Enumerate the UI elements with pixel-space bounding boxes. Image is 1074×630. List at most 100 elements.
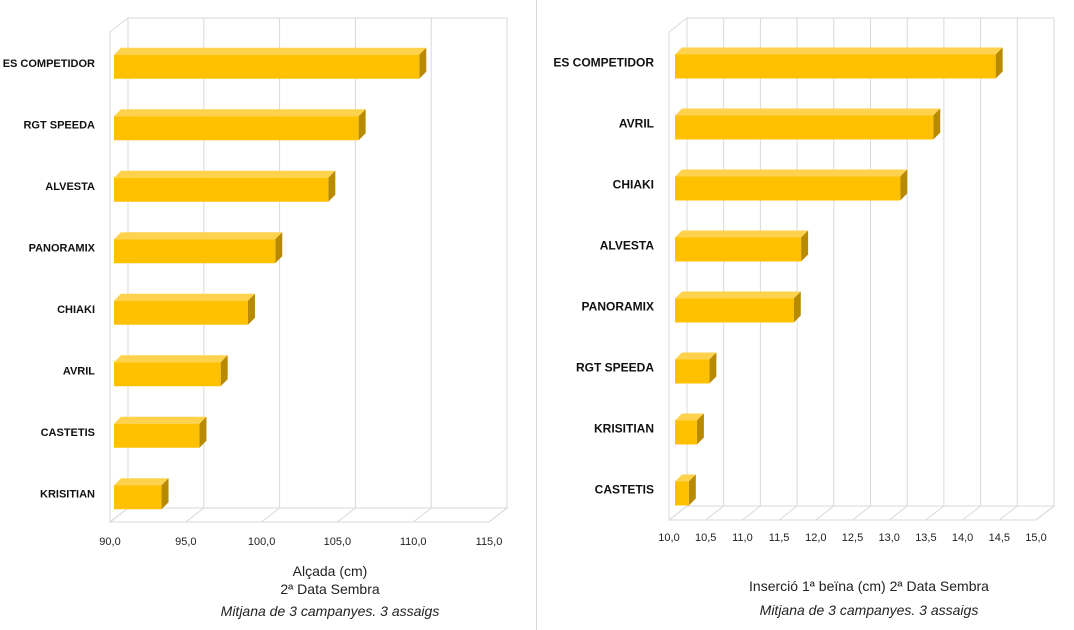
insertion-bar-top	[675, 169, 908, 177]
height-bar-top	[114, 170, 336, 178]
height-bar-side	[419, 47, 427, 79]
insertion-bar-top	[675, 474, 696, 482]
insertion-floor-gridline	[925, 505, 945, 521]
height-floor-gridline	[109, 507, 129, 523]
chart-panel-height: 90,0 95,0 100,0 105,0 110,0 115,0 ES COMPETIDO…	[0, 0, 536, 630]
insertion-bar-side	[801, 230, 809, 262]
insertion-floor-gridline	[998, 505, 1018, 521]
insertion-x-axis-label: Inserció 1ª beïna (cm) 2ª Data Sembra	[749, 578, 989, 594]
insertion-bar	[675, 115, 934, 140]
height-floor-gridline	[261, 507, 280, 523]
height-category-label: ALVESTA	[45, 181, 95, 193]
insertion-bar-top	[675, 352, 717, 360]
insertion-bar-chart: 10,0 10,5 11,0 11,5 12,0 12,5 13,0 13,5 14,0 14,5…	[553, 16, 1056, 544]
height-bar-top	[114, 232, 283, 240]
insertion-x-tick-label: 12,5	[842, 532, 863, 544]
height-bar	[114, 485, 162, 510]
height-bar-side	[220, 355, 228, 387]
height-bar-side	[358, 109, 366, 141]
insertion-bar-side	[709, 352, 717, 384]
insertion-category-label: KRISITIAN	[594, 422, 654, 436]
insertion-bar	[675, 176, 901, 201]
height-x-tick-label: 100,0	[248, 536, 276, 548]
insertion-x-tick-label: 11,5	[769, 532, 790, 544]
insertion-bar-top	[675, 413, 704, 421]
insertion-floor-gridline	[705, 505, 725, 521]
height-floor-gridline	[488, 507, 508, 523]
height-bar	[114, 239, 276, 264]
insertion-floor-gridline	[668, 505, 688, 521]
insertion-bar	[675, 54, 996, 79]
height-floor-gridline	[185, 507, 205, 523]
insertion-bar-top	[675, 291, 801, 299]
height-floor-gridline	[337, 507, 356, 523]
height-category-label: RGT SPEEDA	[23, 119, 95, 131]
insertion-x-tick-label: 10,5	[695, 532, 716, 544]
height-bar-side	[161, 478, 169, 510]
insertion-bar	[675, 481, 689, 506]
insertion-x-tick-label: 11,0	[732, 532, 753, 544]
panel-divider	[536, 0, 537, 630]
insertion-x-tick-label: 10,0	[658, 532, 679, 544]
insertion-category-label: RGT SPEEDA	[576, 361, 654, 375]
height-category-label: CHIAKI	[57, 304, 95, 316]
height-bar-top	[114, 47, 427, 55]
insertion-category-label: ES COMPETIDOR	[553, 56, 654, 70]
height-category-label: KRISITIAN	[40, 488, 95, 500]
insertion-category-label: CASTETIS	[595, 483, 654, 497]
height-x-tick-label: 90,0	[99, 536, 120, 548]
height-bar	[114, 177, 329, 202]
insertion-category-label: CHIAKI	[613, 178, 654, 192]
height-bar-side	[275, 232, 283, 264]
insertion-x-tick-label: 14,5	[989, 532, 1010, 544]
insertion-x-tick-label: 13,0	[878, 532, 899, 544]
height-x-tick-label: 95,0	[175, 536, 196, 548]
height-bar-side	[199, 416, 207, 448]
insertion-category-label: AVRIL	[619, 117, 654, 131]
insertion-bar-side	[696, 413, 704, 445]
height-category-label: AVRIL	[63, 365, 95, 377]
insertion-bar-top	[675, 108, 941, 116]
height-bar	[114, 300, 248, 325]
insertion-bar	[675, 420, 697, 445]
height-x-tick-label: 115,0	[476, 536, 503, 548]
insertion-bar	[675, 359, 710, 384]
height-x-tick-label: 110,0	[400, 536, 427, 548]
insertion-bar-side	[793, 291, 801, 323]
insertion-x-tick-label: 15,0	[1025, 532, 1046, 544]
insertion-x-tick-label: 13,5	[915, 532, 936, 544]
height-bar-top	[114, 478, 169, 486]
insertion-bar	[675, 237, 802, 262]
insertion-bar	[675, 298, 794, 323]
insertion-floor-gridline	[962, 505, 981, 521]
height-bar	[114, 423, 200, 448]
height-subtitle: 2ª Data Sembra	[280, 581, 380, 597]
insertion-bar-top	[675, 47, 1003, 55]
insertion-bar-side	[933, 108, 941, 140]
height-bar-top	[114, 293, 255, 301]
height-plot-floor	[108, 507, 509, 523]
insertion-bar-side	[900, 169, 908, 201]
insertion-floor-gridline	[742, 505, 761, 521]
insertion-category-label: PANORAMIX	[582, 300, 654, 314]
height-bar-side	[247, 293, 255, 325]
height-bar-chart: 90,0 95,0 100,0 105,0 110,0 115,0 ES COMPETIDO…	[3, 16, 509, 548]
height-category-label: CASTETIS	[41, 427, 95, 439]
insertion-x-tick-label: 12,0	[805, 532, 826, 544]
insertion-bar-side	[688, 474, 696, 506]
height-x-axis-label: Alçada (cm)	[292, 563, 368, 579]
insertion-floor-gridline	[888, 505, 908, 521]
chart-panel-insertion: 10,0 10,5 11,0 11,5 12,0 12,5 13,0 13,5 14,0 14,5…	[539, 0, 1074, 630]
insertion-floor-gridline	[778, 505, 798, 521]
insertion-x-tick-label: 14,0	[952, 532, 973, 544]
height-bar-top	[114, 355, 228, 363]
height-bar	[114, 116, 359, 141]
height-bar	[114, 54, 420, 79]
insertion-floor-gridline	[1035, 505, 1055, 521]
insertion-bar-top	[675, 230, 809, 238]
height-category-label: PANORAMIX	[29, 242, 96, 254]
height-bar-side	[328, 170, 336, 202]
height-bar	[114, 362, 221, 387]
height-note: Mitjana de 3 campanyes. 3 assaigs	[220, 603, 440, 619]
height-category-label: ES COMPETIDOR	[3, 58, 95, 70]
